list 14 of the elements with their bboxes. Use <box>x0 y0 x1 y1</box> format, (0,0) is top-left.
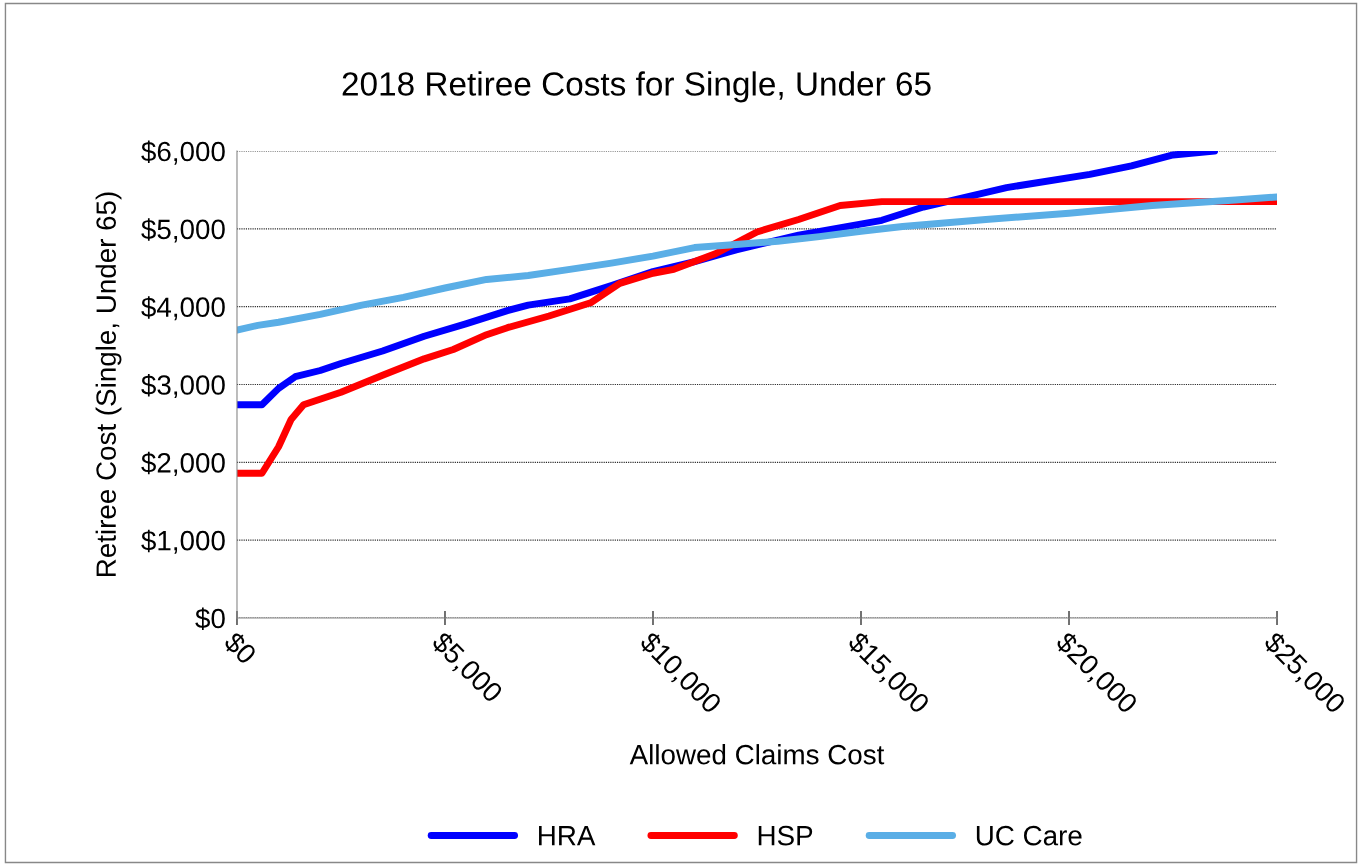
chart-title: 2018 Retiree Costs for Single, Under 65 <box>342 71 931 103</box>
legend-label: HRA <box>539 826 596 846</box>
y-tick-label: $6,000 <box>141 140 225 165</box>
y-tick-label: $1,000 <box>141 529 225 554</box>
y-axis-title: Retiree Cost (Single, Under 65) <box>95 192 122 576</box>
legend-label: UC Care <box>976 825 1082 846</box>
legend-label: HSP <box>758 825 813 846</box>
y-tick-label: $5,000 <box>141 218 225 243</box>
y-tick-label: $2,000 <box>141 451 225 476</box>
y-tick-label: $3,000 <box>141 374 225 399</box>
y-tick-label: $0 <box>195 607 225 630</box>
x-tick-label: $0 <box>221 629 259 667</box>
x-axis-title: Allowed Claims Cost <box>629 744 885 765</box>
y-tick-label: $4,000 <box>141 296 225 321</box>
